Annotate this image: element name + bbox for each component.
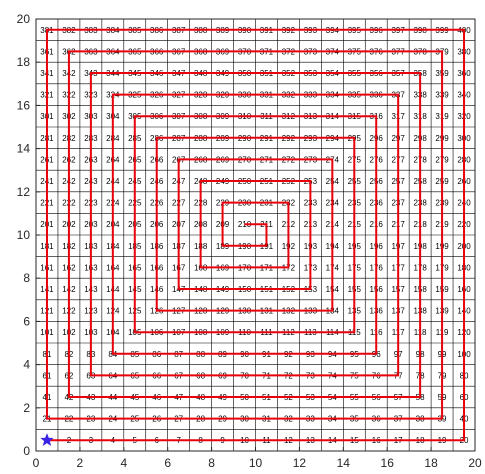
y-tick-label: 16: [17, 98, 31, 112]
y-tick-label: 0: [23, 444, 30, 458]
y-tick-label: 10: [17, 228, 31, 242]
spiral-path-line: [45, 28, 466, 442]
x-tick-label: 18: [424, 456, 438, 470]
x-tick-label: 8: [208, 456, 215, 470]
y-tick-label: 20: [17, 12, 31, 26]
y-tick-label: 12: [17, 185, 31, 199]
x-tick-label: 20: [468, 456, 482, 470]
x-tick-label: 10: [249, 456, 263, 470]
x-tick-label: 0: [33, 456, 40, 470]
y-tick-label: 8: [23, 271, 30, 285]
x-tick-label: 6: [164, 456, 171, 470]
y-tick-label: 18: [17, 55, 31, 69]
y-tick-label: 14: [17, 142, 31, 156]
y-tick-label: 2: [23, 401, 30, 415]
x-tick-label: 4: [120, 456, 127, 470]
x-tick-label: 14: [337, 456, 351, 470]
x-tick-label: 12: [293, 456, 307, 470]
y-tick-label: 4: [23, 358, 30, 372]
x-tick-label: 2: [77, 456, 84, 470]
y-tick-label: 6: [23, 314, 30, 328]
x-tick-label: 16: [381, 456, 395, 470]
start-star-marker: [40, 432, 54, 447]
